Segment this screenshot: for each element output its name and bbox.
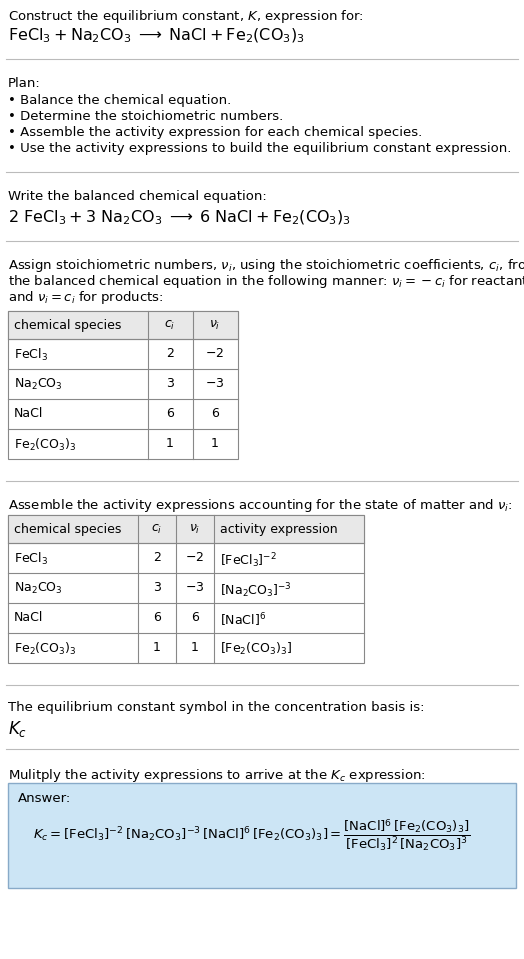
Text: $c_i$: $c_i$ xyxy=(165,319,176,332)
Text: 3: 3 xyxy=(166,377,174,390)
Text: • Assemble the activity expression for each chemical species.: • Assemble the activity expression for e… xyxy=(8,126,422,139)
Text: $[\mathrm{FeCl_3}]^{-2}$: $[\mathrm{FeCl_3}]^{-2}$ xyxy=(220,551,277,570)
Text: $c_i$: $c_i$ xyxy=(151,523,162,536)
Text: $[\mathrm{Na_2CO_3}]^{-3}$: $[\mathrm{Na_2CO_3}]^{-3}$ xyxy=(220,581,292,599)
Text: $-2$: $-2$ xyxy=(185,551,204,564)
Text: 6: 6 xyxy=(166,407,174,420)
Text: Mulitply the activity expressions to arrive at the $K_c$ expression:: Mulitply the activity expressions to arr… xyxy=(8,767,426,784)
Text: NaCl: NaCl xyxy=(14,611,43,624)
Text: $K_c = [\mathrm{FeCl_3}]^{-2}\,[\mathrm{Na_2CO_3}]^{-3}\,[\mathrm{NaCl}]^{6}\,[\: $K_c = [\mathrm{FeCl_3}]^{-2}\,[\mathrm{… xyxy=(33,818,471,854)
Text: $\nu_i$: $\nu_i$ xyxy=(209,319,221,332)
Text: • Balance the chemical equation.: • Balance the chemical equation. xyxy=(8,94,231,107)
Text: • Use the activity expressions to build the equilibrium constant expression.: • Use the activity expressions to build … xyxy=(8,142,511,155)
Text: chemical species: chemical species xyxy=(14,523,122,536)
Text: The equilibrium constant symbol in the concentration basis is:: The equilibrium constant symbol in the c… xyxy=(8,701,424,714)
Text: $-3$: $-3$ xyxy=(205,377,225,390)
Text: Write the balanced chemical equation:: Write the balanced chemical equation: xyxy=(8,190,267,203)
Text: 1: 1 xyxy=(191,641,199,654)
Text: activity expression: activity expression xyxy=(220,523,337,536)
Text: • Determine the stoichiometric numbers.: • Determine the stoichiometric numbers. xyxy=(8,110,283,123)
Text: Plan:: Plan: xyxy=(8,77,41,90)
Text: $-3$: $-3$ xyxy=(185,581,205,594)
Text: Answer:: Answer: xyxy=(18,792,71,805)
Text: 6: 6 xyxy=(153,611,161,624)
Text: $\mathrm{2\ FeCl_3 + 3\ Na_2CO_3 \;\longrightarrow\; 6\ NaCl + Fe_2(CO_3)_3}$: $\mathrm{2\ FeCl_3 + 3\ Na_2CO_3 \;\long… xyxy=(8,209,351,227)
Text: $K_c$: $K_c$ xyxy=(8,719,27,739)
Text: $-2$: $-2$ xyxy=(205,347,225,360)
Text: 2: 2 xyxy=(166,347,174,360)
Text: 6: 6 xyxy=(211,407,219,420)
Text: 3: 3 xyxy=(153,581,161,594)
Bar xyxy=(8,515,364,663)
Text: $\mathrm{FeCl_3}$: $\mathrm{FeCl_3}$ xyxy=(14,551,48,567)
Text: $\mathrm{FeCl_3 + Na_2CO_3 \;\longrightarrow\; NaCl + Fe_2(CO_3)_3}$: $\mathrm{FeCl_3 + Na_2CO_3 \;\longrighta… xyxy=(8,27,305,45)
Text: $\mathrm{Fe_2(CO_3)_3}$: $\mathrm{Fe_2(CO_3)_3}$ xyxy=(14,437,77,453)
Bar xyxy=(8,783,516,888)
Text: Assemble the activity expressions accounting for the state of matter and $\nu_i$: Assemble the activity expressions accoun… xyxy=(8,497,512,514)
Text: 1: 1 xyxy=(166,437,174,450)
Text: $\mathrm{Fe_2(CO_3)_3}$: $\mathrm{Fe_2(CO_3)_3}$ xyxy=(14,641,77,657)
Text: 2: 2 xyxy=(153,551,161,564)
Text: $[\mathrm{NaCl}]^{6}$: $[\mathrm{NaCl}]^{6}$ xyxy=(220,611,266,628)
Text: $\mathrm{Na_2CO_3}$: $\mathrm{Na_2CO_3}$ xyxy=(14,581,62,596)
Text: and $\nu_i = c_i$ for products:: and $\nu_i = c_i$ for products: xyxy=(8,289,163,306)
Text: 1: 1 xyxy=(153,641,161,654)
Text: $\mathrm{Na_2CO_3}$: $\mathrm{Na_2CO_3}$ xyxy=(14,377,62,392)
Text: $\mathrm{FeCl_3}$: $\mathrm{FeCl_3}$ xyxy=(14,347,48,363)
Text: Assign stoichiometric numbers, $\nu_i$, using the stoichiometric coefficients, $: Assign stoichiometric numbers, $\nu_i$, … xyxy=(8,257,524,274)
Text: $[\mathrm{Fe_2(CO_3)_3}]$: $[\mathrm{Fe_2(CO_3)_3}]$ xyxy=(220,641,292,657)
Text: NaCl: NaCl xyxy=(14,407,43,420)
Text: 1: 1 xyxy=(211,437,219,450)
Bar xyxy=(8,311,238,459)
Text: 6: 6 xyxy=(191,611,199,624)
Text: chemical species: chemical species xyxy=(14,319,122,332)
Bar xyxy=(8,311,238,339)
Text: $\nu_i$: $\nu_i$ xyxy=(189,523,201,536)
Text: Construct the equilibrium constant, $K$, expression for:: Construct the equilibrium constant, $K$,… xyxy=(8,8,364,25)
Text: the balanced chemical equation in the following manner: $\nu_i = -c_i$ for react: the balanced chemical equation in the fo… xyxy=(8,273,524,290)
Bar xyxy=(8,515,364,543)
